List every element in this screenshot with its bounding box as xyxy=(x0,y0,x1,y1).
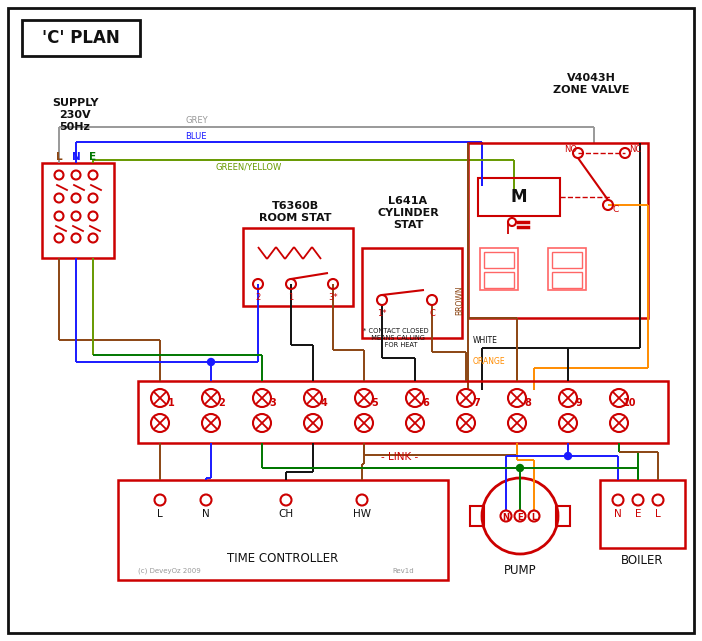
Text: * CONTACT CLOSED
  MEANS CALLING
     FOR HEAT: * CONTACT CLOSED MEANS CALLING FOR HEAT xyxy=(363,328,429,348)
Text: SUPPLY
230V
50Hz: SUPPLY 230V 50Hz xyxy=(52,99,98,131)
Text: L: L xyxy=(157,509,163,519)
Text: BOILER: BOILER xyxy=(621,553,663,567)
Text: BROWN: BROWN xyxy=(456,285,465,315)
Text: N: N xyxy=(503,513,510,522)
Text: Rev1d: Rev1d xyxy=(392,568,413,574)
Bar xyxy=(468,143,648,318)
Circle shape xyxy=(564,453,571,460)
Text: 1*: 1* xyxy=(377,308,387,317)
Text: 1: 1 xyxy=(168,398,174,408)
Text: E: E xyxy=(89,152,97,162)
Text: ORANGE: ORANGE xyxy=(473,357,505,366)
Text: 'C' PLAN: 'C' PLAN xyxy=(42,29,120,47)
Text: T6360B
ROOM STAT: T6360B ROOM STAT xyxy=(259,201,331,223)
Text: 2: 2 xyxy=(256,292,260,301)
Text: E: E xyxy=(517,513,523,522)
Bar xyxy=(548,248,586,290)
Text: C: C xyxy=(613,204,619,213)
Circle shape xyxy=(517,465,524,472)
Text: GREEN/YELLOW: GREEN/YELLOW xyxy=(215,162,282,171)
Text: BLUE: BLUE xyxy=(185,132,206,141)
Text: (c) DeveyOz 2009: (c) DeveyOz 2009 xyxy=(138,568,201,574)
Text: 3: 3 xyxy=(270,398,277,408)
Text: NC: NC xyxy=(629,144,641,153)
Text: 1: 1 xyxy=(289,292,293,301)
Text: N: N xyxy=(202,509,210,519)
Text: V4043H
ZONE VALVE: V4043H ZONE VALVE xyxy=(552,73,629,95)
Text: N: N xyxy=(614,509,622,519)
Text: L: L xyxy=(531,513,536,522)
Text: CH: CH xyxy=(279,509,293,519)
Bar xyxy=(552,272,582,288)
Bar xyxy=(484,272,514,288)
Text: NO: NO xyxy=(564,144,577,153)
Text: 10: 10 xyxy=(623,398,637,408)
Text: 5: 5 xyxy=(371,398,378,408)
Bar xyxy=(22,20,140,56)
Bar xyxy=(362,248,462,338)
Text: E: E xyxy=(635,509,641,519)
Bar xyxy=(556,506,570,526)
Text: L641A
CYLINDER
STAT: L641A CYLINDER STAT xyxy=(377,196,439,229)
Bar xyxy=(600,480,685,548)
Bar xyxy=(478,178,560,216)
Bar xyxy=(484,252,514,268)
Text: 6: 6 xyxy=(423,398,430,408)
Text: N: N xyxy=(72,152,80,162)
Text: HW: HW xyxy=(353,509,371,519)
Text: - LINK -: - LINK - xyxy=(381,452,418,462)
Circle shape xyxy=(208,358,215,365)
Bar xyxy=(470,506,484,526)
Text: PUMP: PUMP xyxy=(504,565,536,578)
Bar xyxy=(42,163,114,258)
Text: L: L xyxy=(655,509,661,519)
Bar xyxy=(138,381,668,443)
Text: 2: 2 xyxy=(218,398,225,408)
Text: TIME CONTROLLER: TIME CONTROLLER xyxy=(227,551,338,565)
Text: 4: 4 xyxy=(321,398,327,408)
Text: GREY: GREY xyxy=(185,116,208,125)
Bar xyxy=(243,228,353,306)
Text: WHITE: WHITE xyxy=(473,336,498,345)
Bar xyxy=(118,480,448,580)
Text: 9: 9 xyxy=(576,398,583,408)
Text: 8: 8 xyxy=(524,398,531,408)
Text: L: L xyxy=(55,152,62,162)
Bar xyxy=(480,248,518,290)
Text: C: C xyxy=(429,308,435,317)
Text: 3*: 3* xyxy=(329,292,338,301)
Text: M: M xyxy=(511,188,527,206)
Bar xyxy=(552,252,582,268)
Text: 7: 7 xyxy=(474,398,480,408)
